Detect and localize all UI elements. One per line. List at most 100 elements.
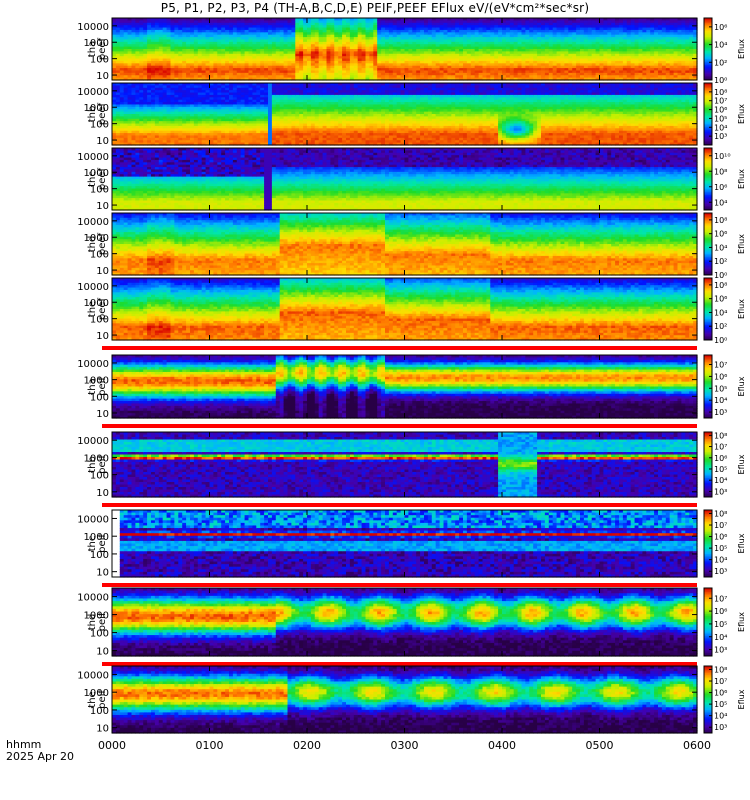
heatmap-cell — [260, 44, 265, 48]
heatmap-cell — [279, 56, 285, 60]
heatmap-cell — [463, 60, 468, 64]
heatmap-cell — [201, 49, 207, 52]
heatmap-cell — [190, 44, 195, 48]
heatmap-cell — [439, 77, 445, 81]
heatmap-cell — [170, 53, 175, 57]
heatmap-cell — [447, 34, 452, 38]
heatmap-cell — [232, 27, 238, 31]
heatmap-cell — [353, 25, 359, 29]
heatmap-cell — [139, 18, 144, 21]
heatmap-cell — [310, 46, 316, 50]
heatmap-cell — [342, 70, 347, 74]
heatmap-cell — [470, 37, 476, 41]
heatmap-cell — [131, 32, 136, 36]
heatmap-cell — [229, 70, 234, 74]
heatmap-cell — [162, 29, 168, 33]
heatmap-cell — [404, 34, 409, 38]
heatmap-cell — [392, 41, 398, 45]
heatmap-cell — [232, 39, 238, 43]
heatmap-cell — [365, 25, 370, 29]
heatmap-cell — [248, 51, 253, 55]
heatmap-cell — [193, 39, 199, 43]
heatmap-cell — [416, 70, 421, 74]
heatmap-cell — [201, 75, 207, 79]
heatmap-cell — [482, 37, 487, 41]
heatmap-cell — [443, 60, 448, 64]
heatmap-cell — [451, 22, 456, 26]
heatmap-cell — [166, 20, 172, 24]
heatmap-cell — [174, 77, 179, 81]
heatmap-cell — [240, 27, 246, 31]
heatmap-cell — [404, 46, 409, 50]
heatmap-cell — [381, 22, 386, 26]
heatmap-cell — [127, 34, 133, 38]
heatmap-cell — [186, 75, 191, 79]
heatmap-cell — [174, 29, 179, 33]
heatmap-cell — [279, 75, 285, 79]
heatmap-cell — [147, 51, 152, 55]
heatmap-cell — [388, 27, 394, 31]
heatmap-cell — [271, 70, 277, 74]
heatmap-cell — [139, 20, 144, 24]
heatmap-cell — [424, 63, 429, 67]
heatmap-cell — [447, 41, 452, 45]
heatmap-cell — [373, 65, 378, 69]
heatmap-cell — [318, 70, 324, 74]
heatmap-cell — [303, 77, 308, 81]
heatmap-cell — [271, 53, 277, 57]
heatmap-cell — [381, 60, 386, 64]
heatmap-cell — [420, 70, 425, 74]
heatmap-cell — [385, 20, 390, 24]
heatmap-cell — [283, 56, 289, 60]
heatmap-cell — [115, 20, 121, 24]
heatmap-cell — [349, 37, 355, 41]
heatmap-cell — [424, 70, 429, 74]
heatmap-cell — [330, 18, 335, 21]
heatmap-cell — [193, 46, 199, 50]
heatmap-cell — [408, 49, 413, 52]
heatmap-cell — [314, 29, 320, 33]
heatmap-cell — [151, 68, 156, 72]
heatmap-cell — [357, 20, 363, 24]
heatmap-cell — [349, 75, 355, 79]
heatmap-cell — [147, 53, 152, 57]
heatmap-cell — [244, 34, 250, 38]
heatmap-cell — [455, 58, 460, 62]
heatmap-cell — [264, 72, 269, 76]
heatmap-cell — [474, 34, 480, 38]
heatmap-cell — [244, 58, 250, 62]
heatmap-cell — [322, 75, 328, 79]
heatmap-cell — [373, 37, 378, 41]
heatmap-cell — [174, 75, 179, 79]
heatmap-cell — [166, 49, 172, 52]
heatmap-cell — [388, 32, 394, 36]
heatmap-cell — [260, 68, 265, 72]
heatmap-cell — [385, 22, 390, 26]
heatmap-cell — [287, 49, 292, 52]
heatmap-cell — [221, 27, 226, 31]
heatmap-cell — [279, 51, 285, 55]
heatmap-cell — [439, 20, 445, 24]
heatmap-cell — [416, 39, 421, 43]
heatmap-cell — [209, 56, 214, 60]
heatmap-cell — [221, 68, 226, 72]
heatmap-cell — [408, 41, 413, 45]
heatmap-cell — [271, 51, 277, 55]
heatmap-cell — [443, 18, 448, 21]
heatmap-cell — [197, 65, 203, 69]
heatmap-cell — [147, 46, 152, 50]
heatmap-cell — [416, 53, 421, 57]
heatmap-cell — [260, 60, 265, 64]
heatmap-cell — [256, 65, 261, 69]
heatmap-cell — [240, 49, 246, 52]
heatmap-cell — [209, 51, 214, 55]
heatmap-cell — [193, 63, 199, 67]
heatmap-cell — [396, 63, 402, 67]
heatmap-cell — [373, 70, 378, 74]
heatmap-cell — [115, 46, 121, 50]
heatmap-cell — [119, 72, 125, 76]
heatmap-cell — [217, 44, 222, 48]
heatmap-cell — [373, 49, 378, 52]
heatmap-cell — [248, 72, 253, 76]
heatmap-cell — [385, 65, 390, 69]
